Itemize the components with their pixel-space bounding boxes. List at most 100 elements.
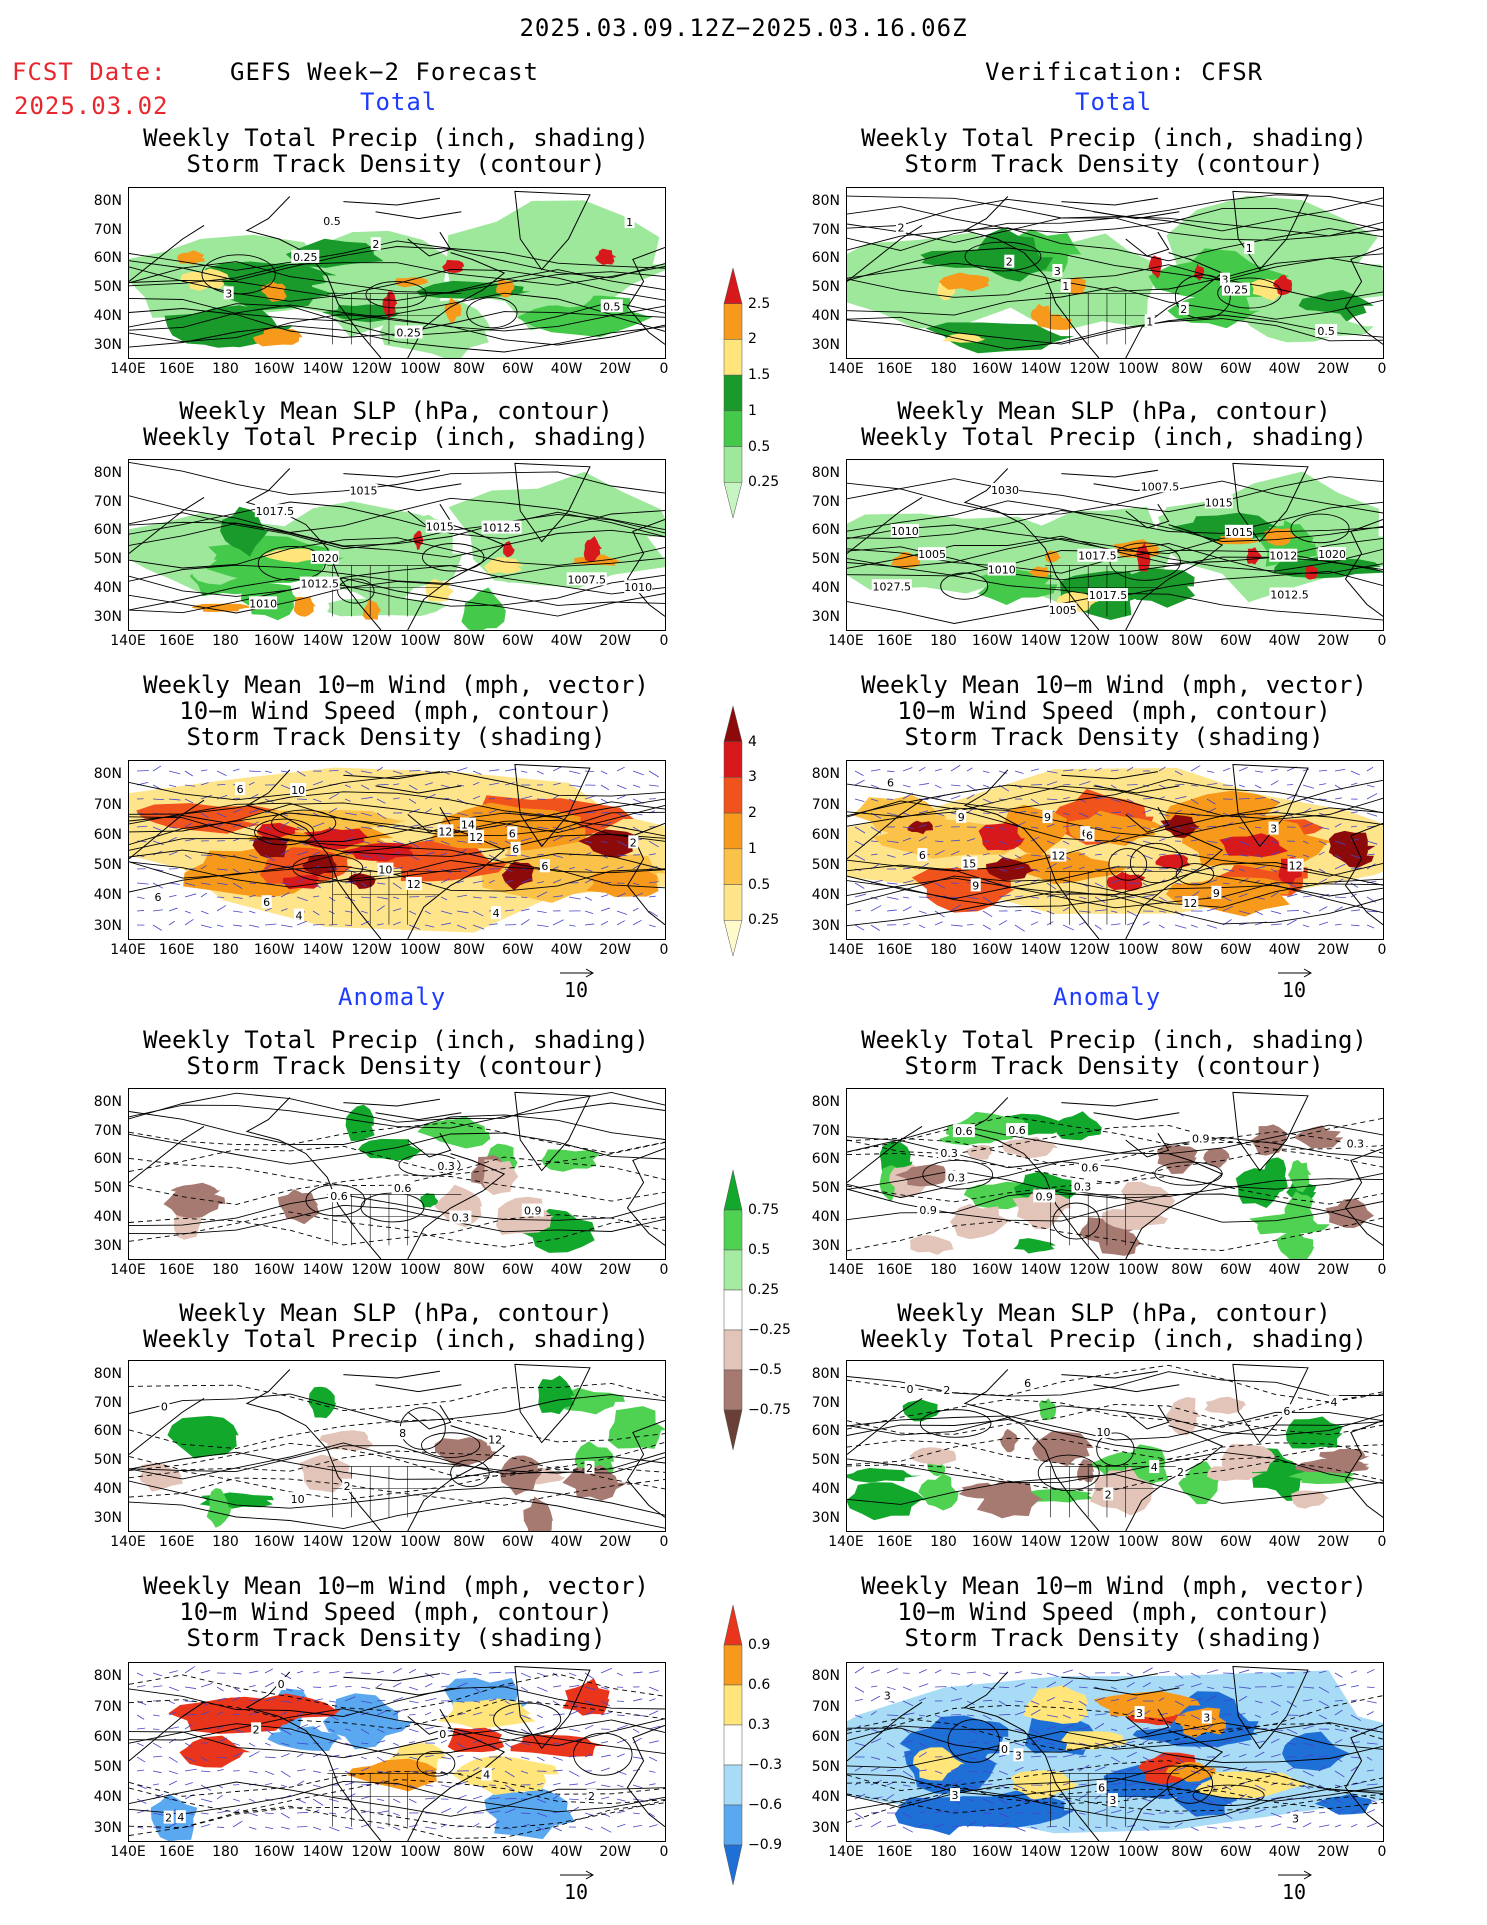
lon-tick-label: 20W <box>599 1534 632 1550</box>
contour-label: 6 <box>1283 1405 1290 1418</box>
colorbar-segment <box>723 884 743 921</box>
contour-label: 4 <box>493 907 500 920</box>
lon-tick-label: 180 <box>930 942 957 958</box>
colorbar-label: 0.5 <box>748 876 771 893</box>
precip-anomaly-shading <box>319 1430 374 1451</box>
lon-tick-label: 20W <box>1317 361 1350 377</box>
lat-tick-label: 50N <box>93 1759 122 1776</box>
contour-label-bg <box>1281 1404 1292 1418</box>
lon-tick-label: 20W <box>599 942 632 958</box>
reference-vector-label: 10 <box>564 978 589 1002</box>
contour-label-bg <box>487 1432 504 1446</box>
lat-tick-label: 60N <box>93 250 122 267</box>
storm-density-shading <box>302 855 338 877</box>
precip-shading <box>1167 291 1259 329</box>
contour-label-bg <box>990 483 1019 497</box>
contour-label-bg <box>491 906 502 920</box>
coastline <box>847 462 1383 630</box>
lat-tick-label: 80N <box>93 766 122 783</box>
contour-label: 6 <box>1086 829 1093 842</box>
contour-label: 0 <box>1001 1743 1008 1756</box>
lon-tick-label: 120W <box>351 942 392 958</box>
lon-tick-label: 20W <box>1317 633 1350 649</box>
contour-label: 6 <box>155 891 162 904</box>
contour-label-bg <box>1328 1395 1339 1409</box>
lon-tick-label: 0 <box>659 1844 669 1860</box>
contour-label-bg <box>956 810 967 824</box>
lon-tick-label: 140W <box>1020 942 1062 958</box>
colorbar-precip_total <box>723 268 743 518</box>
contour-label-bg <box>310 550 339 564</box>
contour-label-bg <box>1201 1710 1212 1724</box>
contour-label: 15 <box>962 858 976 871</box>
precip-shading <box>1297 500 1380 542</box>
colorbar-segment <box>723 1329 743 1371</box>
map-panel-r-precip_a: 0.3 0.6 0.9 0.3 0.3 0.6 0.9 0.6 0.9 0.3 <box>846 1088 1384 1260</box>
lat-tick-label: 40N <box>811 308 840 325</box>
lon-tick-label: 180 <box>212 1262 239 1278</box>
right-total-label: Total <box>1075 88 1153 116</box>
precip-shading <box>191 603 251 612</box>
precip-anomaly-shading <box>1293 1125 1344 1149</box>
contour-label-bg <box>394 325 423 339</box>
colorbar-segment <box>723 1409 743 1450</box>
contour-label: 0.3 <box>1074 1180 1092 1193</box>
lon-tick-label: 0 <box>1377 1844 1387 1860</box>
colorbar-label: 1 <box>748 402 757 419</box>
lat-tick-label: 80N <box>811 1668 840 1685</box>
panel-title-line: Weekly Mean SLP (hPa, contour) <box>897 1299 1331 1327</box>
lon-tick-label: 180 <box>930 361 957 377</box>
lat-tick-label: 30N <box>811 337 840 354</box>
lon-tick-label: 40W <box>1268 1534 1301 1550</box>
contour-label: 4 <box>1151 1461 1158 1474</box>
contour-label: 1010 <box>624 581 652 594</box>
lon-tick-label: 120W <box>351 1262 392 1278</box>
contour-label-bg <box>987 562 1016 576</box>
contour-label-bg <box>1219 272 1230 286</box>
precip-shading <box>1037 314 1073 330</box>
lon-tick-label: 160E <box>876 1262 913 1278</box>
lon-tick-label: 40W <box>550 1534 583 1550</box>
panel-title-line: Weekly Total Precip (inch, shading) <box>143 1026 649 1054</box>
lat-tick-label: 50N <box>93 1452 122 1469</box>
precip-shading <box>1244 308 1374 343</box>
contour-label-bg <box>586 1789 597 1803</box>
contour-label: 1012 <box>1269 550 1297 563</box>
lat-tick-label: 70N <box>93 1698 122 1715</box>
contour-label: 1010 <box>249 597 277 610</box>
contour-label-bg <box>1221 282 1250 296</box>
precip-shading <box>1136 542 1151 572</box>
precip-anomaly-shading <box>1156 1145 1198 1174</box>
reference-vector-arrow <box>560 1870 595 1880</box>
map-panel-r-precip: 0.5 1 2 3 0.25 2 1 3 1 2 <box>846 187 1384 359</box>
contour-label-bg <box>1013 1748 1024 1762</box>
lat-tick-label: 80N <box>811 1365 840 1382</box>
lon-tick-label: 140W <box>302 1262 344 1278</box>
contour-label: 0 <box>439 1728 446 1741</box>
colorbar-segment <box>723 848 743 885</box>
contour-label-bg <box>437 824 454 838</box>
precip-shading <box>999 280 1053 308</box>
precip-shading <box>395 277 430 288</box>
lon-tick-label: 140E <box>110 1844 146 1860</box>
panel-title-line: Weekly Total Precip (inch, shading) <box>861 1026 1367 1054</box>
colorbar-segment <box>723 1684 743 1726</box>
precip-anomaly-shading <box>1250 1124 1288 1156</box>
panel-title-line: 10−m Wind Speed (mph, contour) <box>897 697 1331 725</box>
storm-density-shading <box>1165 876 1291 917</box>
lat-tick-label: 80N <box>811 192 840 209</box>
precip-shading <box>461 587 507 630</box>
lon-tick-label: 140E <box>828 633 864 649</box>
lon-tick-label: 40W <box>1268 633 1301 649</box>
right-anomaly-label: Anomaly <box>1053 983 1162 1011</box>
storm-density-shading <box>282 874 320 890</box>
lon-tick-label: 120W <box>1069 633 1110 649</box>
precip-anomaly-shading <box>1164 1397 1201 1436</box>
contour-label: 6 <box>919 849 926 862</box>
precip-shading <box>261 548 318 563</box>
contour-label-bg <box>961 856 978 870</box>
contour-label-bg <box>370 237 381 251</box>
lon-tick-label: 140E <box>828 361 864 377</box>
precip-shading <box>583 536 602 562</box>
panel-title-line: Weekly Mean 10−m Wind (mph, vector) <box>861 671 1367 699</box>
